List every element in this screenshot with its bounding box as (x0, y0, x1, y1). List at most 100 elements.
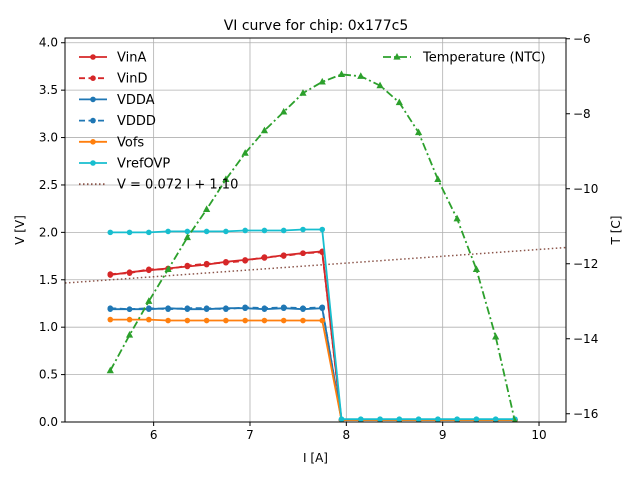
series-line-vofs (110, 318, 515, 422)
x-tick-label: 8 (343, 428, 351, 442)
point-vind (203, 260, 210, 267)
y2-tick-label: −12 (573, 257, 598, 271)
point-vofs (242, 317, 248, 324)
point-temperature-ntc (203, 205, 211, 212)
point-temperature-ntc (395, 98, 403, 106)
y-tick-label: 0.5 (39, 368, 58, 382)
point-vrefovp (338, 416, 345, 422)
point-temperature-ntc (145, 297, 153, 304)
point-vofs (107, 316, 114, 323)
y-tick-label: 3.0 (39, 131, 58, 145)
legend-label-vind: VinD (117, 72, 147, 87)
series-line-vrefovp (110, 228, 515, 421)
legend-marker-vind (90, 75, 96, 81)
y2-tick-label: −10 (573, 182, 598, 196)
point-vddd (319, 304, 326, 311)
point-vrefovp (435, 416, 441, 422)
point-temperature-ntc (241, 149, 249, 156)
x-tick-label: 9 (439, 428, 447, 442)
point-vofs (319, 317, 326, 324)
point-vddd (107, 305, 114, 312)
point-temperature-ntc (492, 332, 500, 340)
axes-frame (64, 37, 567, 423)
point-vrefovp (261, 227, 268, 234)
point-vddd (242, 304, 248, 311)
y-tick-label: 1.5 (39, 273, 58, 287)
point-vrefovp (146, 229, 152, 236)
point-temperature-ntc (357, 72, 365, 79)
point-vddd (184, 305, 191, 312)
x-tick-label: 10 (531, 428, 546, 442)
point-vofs (203, 317, 210, 324)
y-tick-label: 2.5 (39, 178, 58, 192)
plot-area (65, 70, 566, 422)
legend-marker-vdda (90, 96, 96, 103)
point-vind (300, 250, 306, 257)
x-tick-label: 7 (246, 428, 254, 442)
point-temperature-ntc (414, 128, 423, 136)
point-temperature-ntc (299, 89, 307, 96)
point-vind (242, 258, 248, 264)
point-temperature-ntc (280, 107, 288, 115)
point-vofs (184, 317, 191, 324)
point-temperature-ntc (222, 175, 230, 182)
point-temperature-ntc (125, 331, 134, 338)
point-vrefovp (242, 227, 248, 234)
point-temperature-ntc (376, 81, 384, 89)
legend-marker-vina (90, 54, 96, 60)
y2-tick-label: −6 (573, 32, 591, 46)
point-vofs (280, 317, 287, 324)
y-tick-label: 4.0 (39, 36, 58, 50)
point-vrefovp (126, 229, 133, 236)
point-vofs (165, 317, 171, 324)
axis-ticks: 6 7 8 9 10 0.0 0.5 1.0 1.5 2.0 2.5 3.0 3.5 4.0 −16 −14 −… (39, 32, 598, 442)
y2-axis-label: T [C] (609, 216, 623, 246)
point-vind (223, 259, 229, 266)
point-vrefovp (184, 228, 191, 235)
y-tick-label: 0.0 (39, 415, 58, 429)
point-temperature-ntc (164, 265, 172, 272)
point-vofs (300, 317, 306, 324)
legend-right: Temperature (NTC) (383, 51, 546, 66)
point-vddd (126, 306, 133, 312)
point-vrefovp (454, 416, 460, 422)
point-vddd (223, 306, 229, 312)
point-vind (107, 271, 114, 277)
point-vddd (165, 306, 171, 312)
point-vofs (146, 316, 152, 323)
legend-marker-temperature-ntc (393, 53, 401, 60)
legend-marker-vddd (90, 117, 96, 124)
point-vrefovp (357, 416, 364, 422)
point-vrefovp (377, 416, 383, 422)
point-temperature-ntc (318, 77, 326, 85)
point-vind (280, 253, 287, 259)
legend-label-vrefovp: VrefOVP (117, 157, 170, 172)
series-line-vind (110, 251, 515, 422)
x-axis-label: I [A] (303, 451, 328, 465)
point-vrefovp (415, 416, 422, 422)
point-temperature-ntc (434, 175, 442, 182)
point-temperature-ntc (183, 233, 191, 241)
point-vrefovp (473, 416, 480, 422)
x-tick-label: 6 (150, 428, 158, 442)
point-vind (184, 262, 191, 269)
point-vrefovp (396, 416, 403, 422)
point-vind (146, 266, 152, 273)
y-tick-label: 2.0 (39, 225, 58, 239)
point-vddd (300, 305, 306, 312)
y-axis-label: V [V] (13, 215, 27, 245)
legend-left: VinA VinD VDDA VDDD Vofs VrefOVP V = 0.072 I +… (79, 51, 238, 193)
point-temperature-ntc (337, 70, 346, 77)
point-vrefovp (165, 228, 171, 235)
point-vind (126, 270, 133, 276)
series-line-temperature-ntc (109, 73, 516, 422)
legend-label-v-0-072-i-1-10: V = 0.072 I + 1.10 (117, 178, 238, 193)
legend-marker-vofs (90, 139, 96, 145)
y2-tick-label: −16 (573, 407, 598, 421)
series-line-vddd (110, 306, 515, 422)
chart-title: VI curve for chip: 0x177c5 (224, 18, 409, 34)
point-vrefovp (300, 226, 306, 233)
y2-tick-label: −14 (573, 332, 598, 346)
legend-label-vina: VinA (117, 51, 146, 66)
